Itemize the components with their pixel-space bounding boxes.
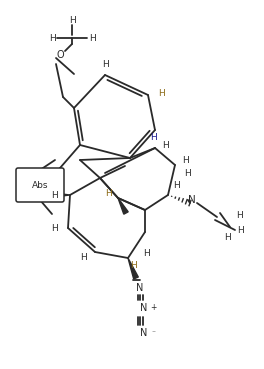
Text: H: H bbox=[150, 132, 156, 141]
Text: ⁻: ⁻ bbox=[151, 328, 155, 338]
Text: H: H bbox=[130, 262, 136, 270]
Text: N: N bbox=[140, 303, 148, 313]
Text: H: H bbox=[162, 141, 168, 149]
Text: H: H bbox=[69, 15, 76, 24]
Text: H: H bbox=[237, 225, 243, 235]
Text: H: H bbox=[182, 155, 188, 165]
Text: H: H bbox=[184, 169, 190, 177]
Polygon shape bbox=[118, 198, 128, 214]
Text: N: N bbox=[136, 283, 144, 293]
Text: H: H bbox=[236, 210, 242, 220]
FancyBboxPatch shape bbox=[16, 168, 64, 202]
Text: O: O bbox=[56, 50, 64, 60]
Text: H: H bbox=[80, 252, 86, 262]
Text: H: H bbox=[158, 89, 164, 97]
Text: +: + bbox=[150, 303, 156, 313]
Text: H: H bbox=[173, 180, 179, 190]
Polygon shape bbox=[50, 193, 70, 197]
Text: H: H bbox=[143, 248, 149, 258]
Text: H: H bbox=[102, 59, 109, 69]
Text: H: H bbox=[224, 232, 230, 241]
Text: Abs: Abs bbox=[32, 180, 48, 190]
Text: H: H bbox=[89, 34, 95, 42]
Text: H: H bbox=[51, 224, 57, 232]
Text: N: N bbox=[188, 195, 196, 205]
Text: H: H bbox=[49, 34, 55, 42]
Text: H: H bbox=[105, 189, 111, 197]
Polygon shape bbox=[128, 258, 138, 279]
Text: H: H bbox=[51, 190, 57, 200]
Text: N: N bbox=[140, 328, 148, 338]
